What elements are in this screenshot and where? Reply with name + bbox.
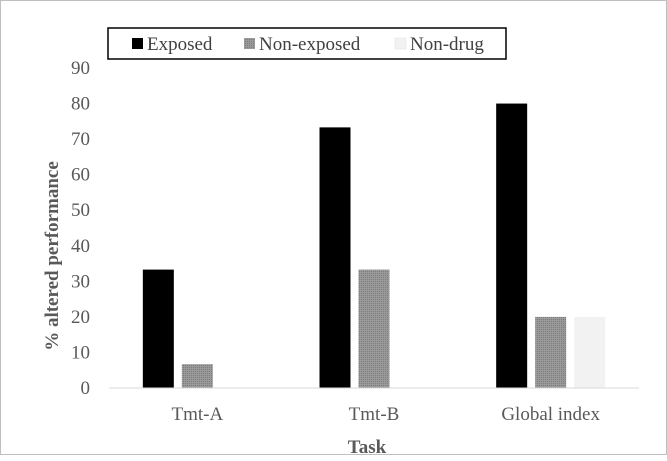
legend-swatch [244,38,255,49]
legend-label: Exposed [147,34,213,55]
legend: Exposed Non-exposed Non-drug [107,27,507,60]
x-axis-title: Task [348,437,387,456]
y-tick-label: 90 [71,58,90,79]
y-tick-label: 70 [71,129,90,150]
legend-swatch [394,37,407,50]
y-tick-label: 20 [71,307,90,328]
y-tick-label: 60 [71,165,90,186]
bars [142,103,606,389]
legend-label: Non-exposed [259,34,361,55]
y-tick-label: 80 [71,94,90,115]
y-tick-label: 0 [81,378,91,399]
x-tick-label: Tmt-B [349,404,400,425]
bar-exposed-global-index [496,103,528,389]
legend-label: Non-drug [410,34,484,55]
y-tick-label: 10 [71,342,90,363]
bar-non-drug-global-index [574,316,606,388]
x-tick-label: Tmt-A [171,404,223,425]
bar-exposed-tmt-b [319,127,351,388]
y-axis-title: % altered performance [42,161,63,351]
bar-exposed-tmt-a [142,269,174,388]
bar-non-exposed-tmt-b [358,269,390,388]
y-tick-label: 40 [71,236,90,257]
y-tick-label: 50 [71,200,90,221]
y-tick-label: 30 [71,271,90,292]
bar-non-exposed-tmt-a [181,364,213,388]
legend-box [107,27,507,60]
y-axis: 0 10 20 30 40 50 60 70 80 90 [71,58,90,399]
legend-swatch [132,38,143,49]
x-axis: Tmt-A Tmt-B Global index [109,387,639,425]
x-tick-label: Global index [501,404,600,425]
bar-non-exposed-global-index [535,316,567,388]
